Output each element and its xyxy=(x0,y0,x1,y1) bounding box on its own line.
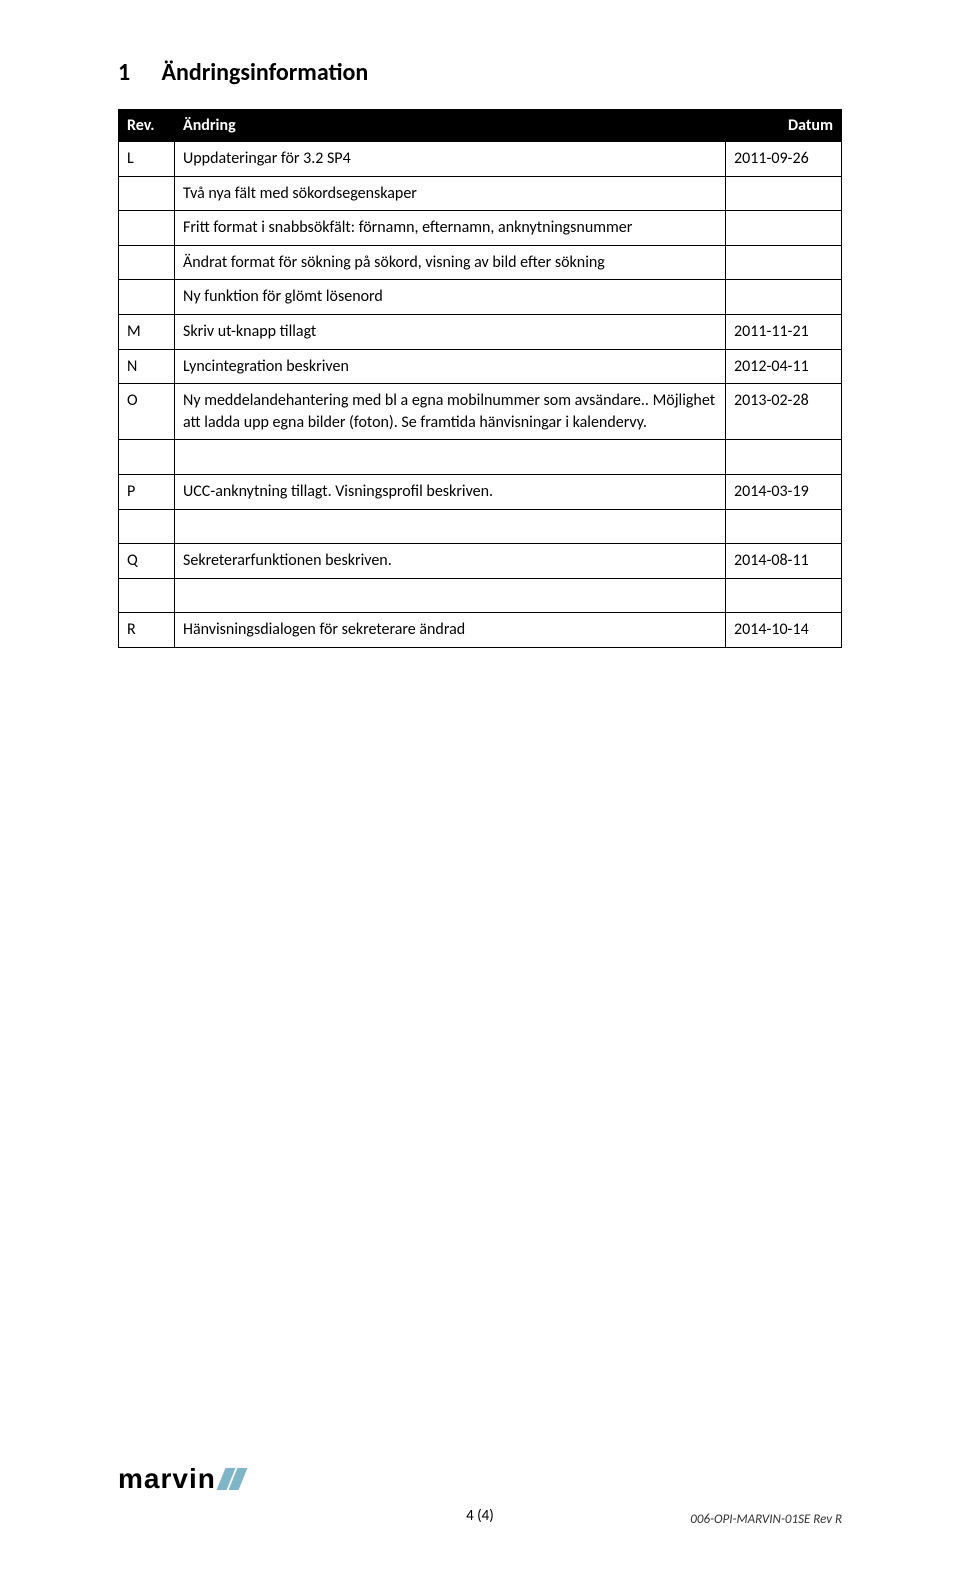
cell-blank xyxy=(175,509,726,544)
section-heading: 1 Ändringsinformation xyxy=(118,58,842,87)
cell-date xyxy=(726,280,842,315)
cell-date: 2013-02-28 xyxy=(726,384,842,440)
logo-text: marvin xyxy=(118,1463,216,1495)
doc-reference: 006-OPI-MARVIN-01SE Rev R xyxy=(690,1512,842,1527)
cell-rev: Q xyxy=(119,544,175,579)
logo: marvin xyxy=(118,1463,842,1495)
cell-blank xyxy=(175,578,726,613)
table-row: LUppdateringar för 3.2 SP42011-09-26 xyxy=(119,142,842,177)
table-header-row: Rev. Ändring Datum xyxy=(119,110,842,142)
cell-change: Två nya fält med sökordsegenskaper xyxy=(175,176,726,211)
page-content: 1 Ändringsinformation Rev. Ändring Datum… xyxy=(0,0,960,648)
cell-rev: N xyxy=(119,349,175,384)
cell-change: Hänvisningsdialogen för sekreterare ändr… xyxy=(175,613,726,648)
cell-rev xyxy=(119,245,175,280)
cell-rev xyxy=(119,211,175,246)
table-blank-row xyxy=(119,578,842,613)
page-footer: marvin 4 (4) 006-OPI-MARVIN-01SE Rev R xyxy=(118,1463,842,1525)
col-change: Ändring xyxy=(175,110,726,142)
cell-change: Ny funktion för glömt lösenord xyxy=(175,280,726,315)
cell-rev: M xyxy=(119,314,175,349)
table-blank-row xyxy=(119,440,842,475)
col-rev: Rev. xyxy=(119,110,175,142)
cell-change: Uppdateringar för 3.2 SP4 xyxy=(175,142,726,177)
cell-rev xyxy=(119,176,175,211)
table-row: Två nya fält med sökordsegenskaper xyxy=(119,176,842,211)
cell-rev: R xyxy=(119,613,175,648)
cell-rev xyxy=(119,280,175,315)
cell-change: UCC-anknytning tillagt. Visningsprofil b… xyxy=(175,474,726,509)
cell-date: 2011-11-21 xyxy=(726,314,842,349)
cell-rev: L xyxy=(119,142,175,177)
cell-blank xyxy=(726,509,842,544)
cell-date: 2011-09-26 xyxy=(726,142,842,177)
cell-change: Ny meddelandehantering med bl a egna mob… xyxy=(175,384,726,440)
cell-blank xyxy=(119,578,175,613)
table-row: Fritt format i snabbsökfält: förnamn, ef… xyxy=(119,211,842,246)
table-blank-row xyxy=(119,509,842,544)
cell-blank xyxy=(726,578,842,613)
table-row: NLyncintegration beskriven2012-04-11 xyxy=(119,349,842,384)
table-body: LUppdateringar för 3.2 SP42011-09-26Två … xyxy=(119,142,842,648)
table-row: QSekreterarfunktionen beskriven.2014-08-… xyxy=(119,544,842,579)
cell-date xyxy=(726,176,842,211)
table-row: Ny funktion för glömt lösenord xyxy=(119,280,842,315)
cell-date: 2012-04-11 xyxy=(726,349,842,384)
cell-change: Ändrat format för sökning på sökord, vis… xyxy=(175,245,726,280)
section-title-text: Ändringsinformation xyxy=(161,58,368,87)
cell-blank xyxy=(726,440,842,475)
cell-change: Skriv ut-knapp tillagt xyxy=(175,314,726,349)
cell-change: Lyncintegration beskriven xyxy=(175,349,726,384)
table-row: MSkriv ut-knapp tillagt2011-11-21 xyxy=(119,314,842,349)
cell-change: Fritt format i snabbsökfält: förnamn, ef… xyxy=(175,211,726,246)
cell-change: Sekreterarfunktionen beskriven. xyxy=(175,544,726,579)
cell-date xyxy=(726,245,842,280)
cell-blank xyxy=(119,440,175,475)
cell-date: 2014-08-11 xyxy=(726,544,842,579)
table-row: RHänvisningsdialogen för sekreterare änd… xyxy=(119,613,842,648)
table-row: ONy meddelandehantering med bl a egna mo… xyxy=(119,384,842,440)
cell-blank xyxy=(119,509,175,544)
table-row: PUCC-anknytning tillagt. Visningsprofil … xyxy=(119,474,842,509)
cell-rev: O xyxy=(119,384,175,440)
logo-slashes-icon xyxy=(221,1468,243,1490)
section-number: 1 xyxy=(118,58,156,87)
revision-table: Rev. Ändring Datum LUppdateringar för 3.… xyxy=(118,109,842,648)
cell-date: 2014-03-19 xyxy=(726,474,842,509)
table-row: Ändrat format för sökning på sökord, vis… xyxy=(119,245,842,280)
cell-date xyxy=(726,211,842,246)
cell-blank xyxy=(175,440,726,475)
cell-date: 2014-10-14 xyxy=(726,613,842,648)
cell-rev: P xyxy=(119,474,175,509)
col-date: Datum xyxy=(726,110,842,142)
